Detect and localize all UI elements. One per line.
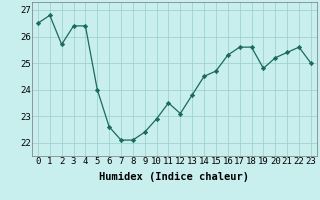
X-axis label: Humidex (Indice chaleur): Humidex (Indice chaleur) (100, 172, 249, 182)
